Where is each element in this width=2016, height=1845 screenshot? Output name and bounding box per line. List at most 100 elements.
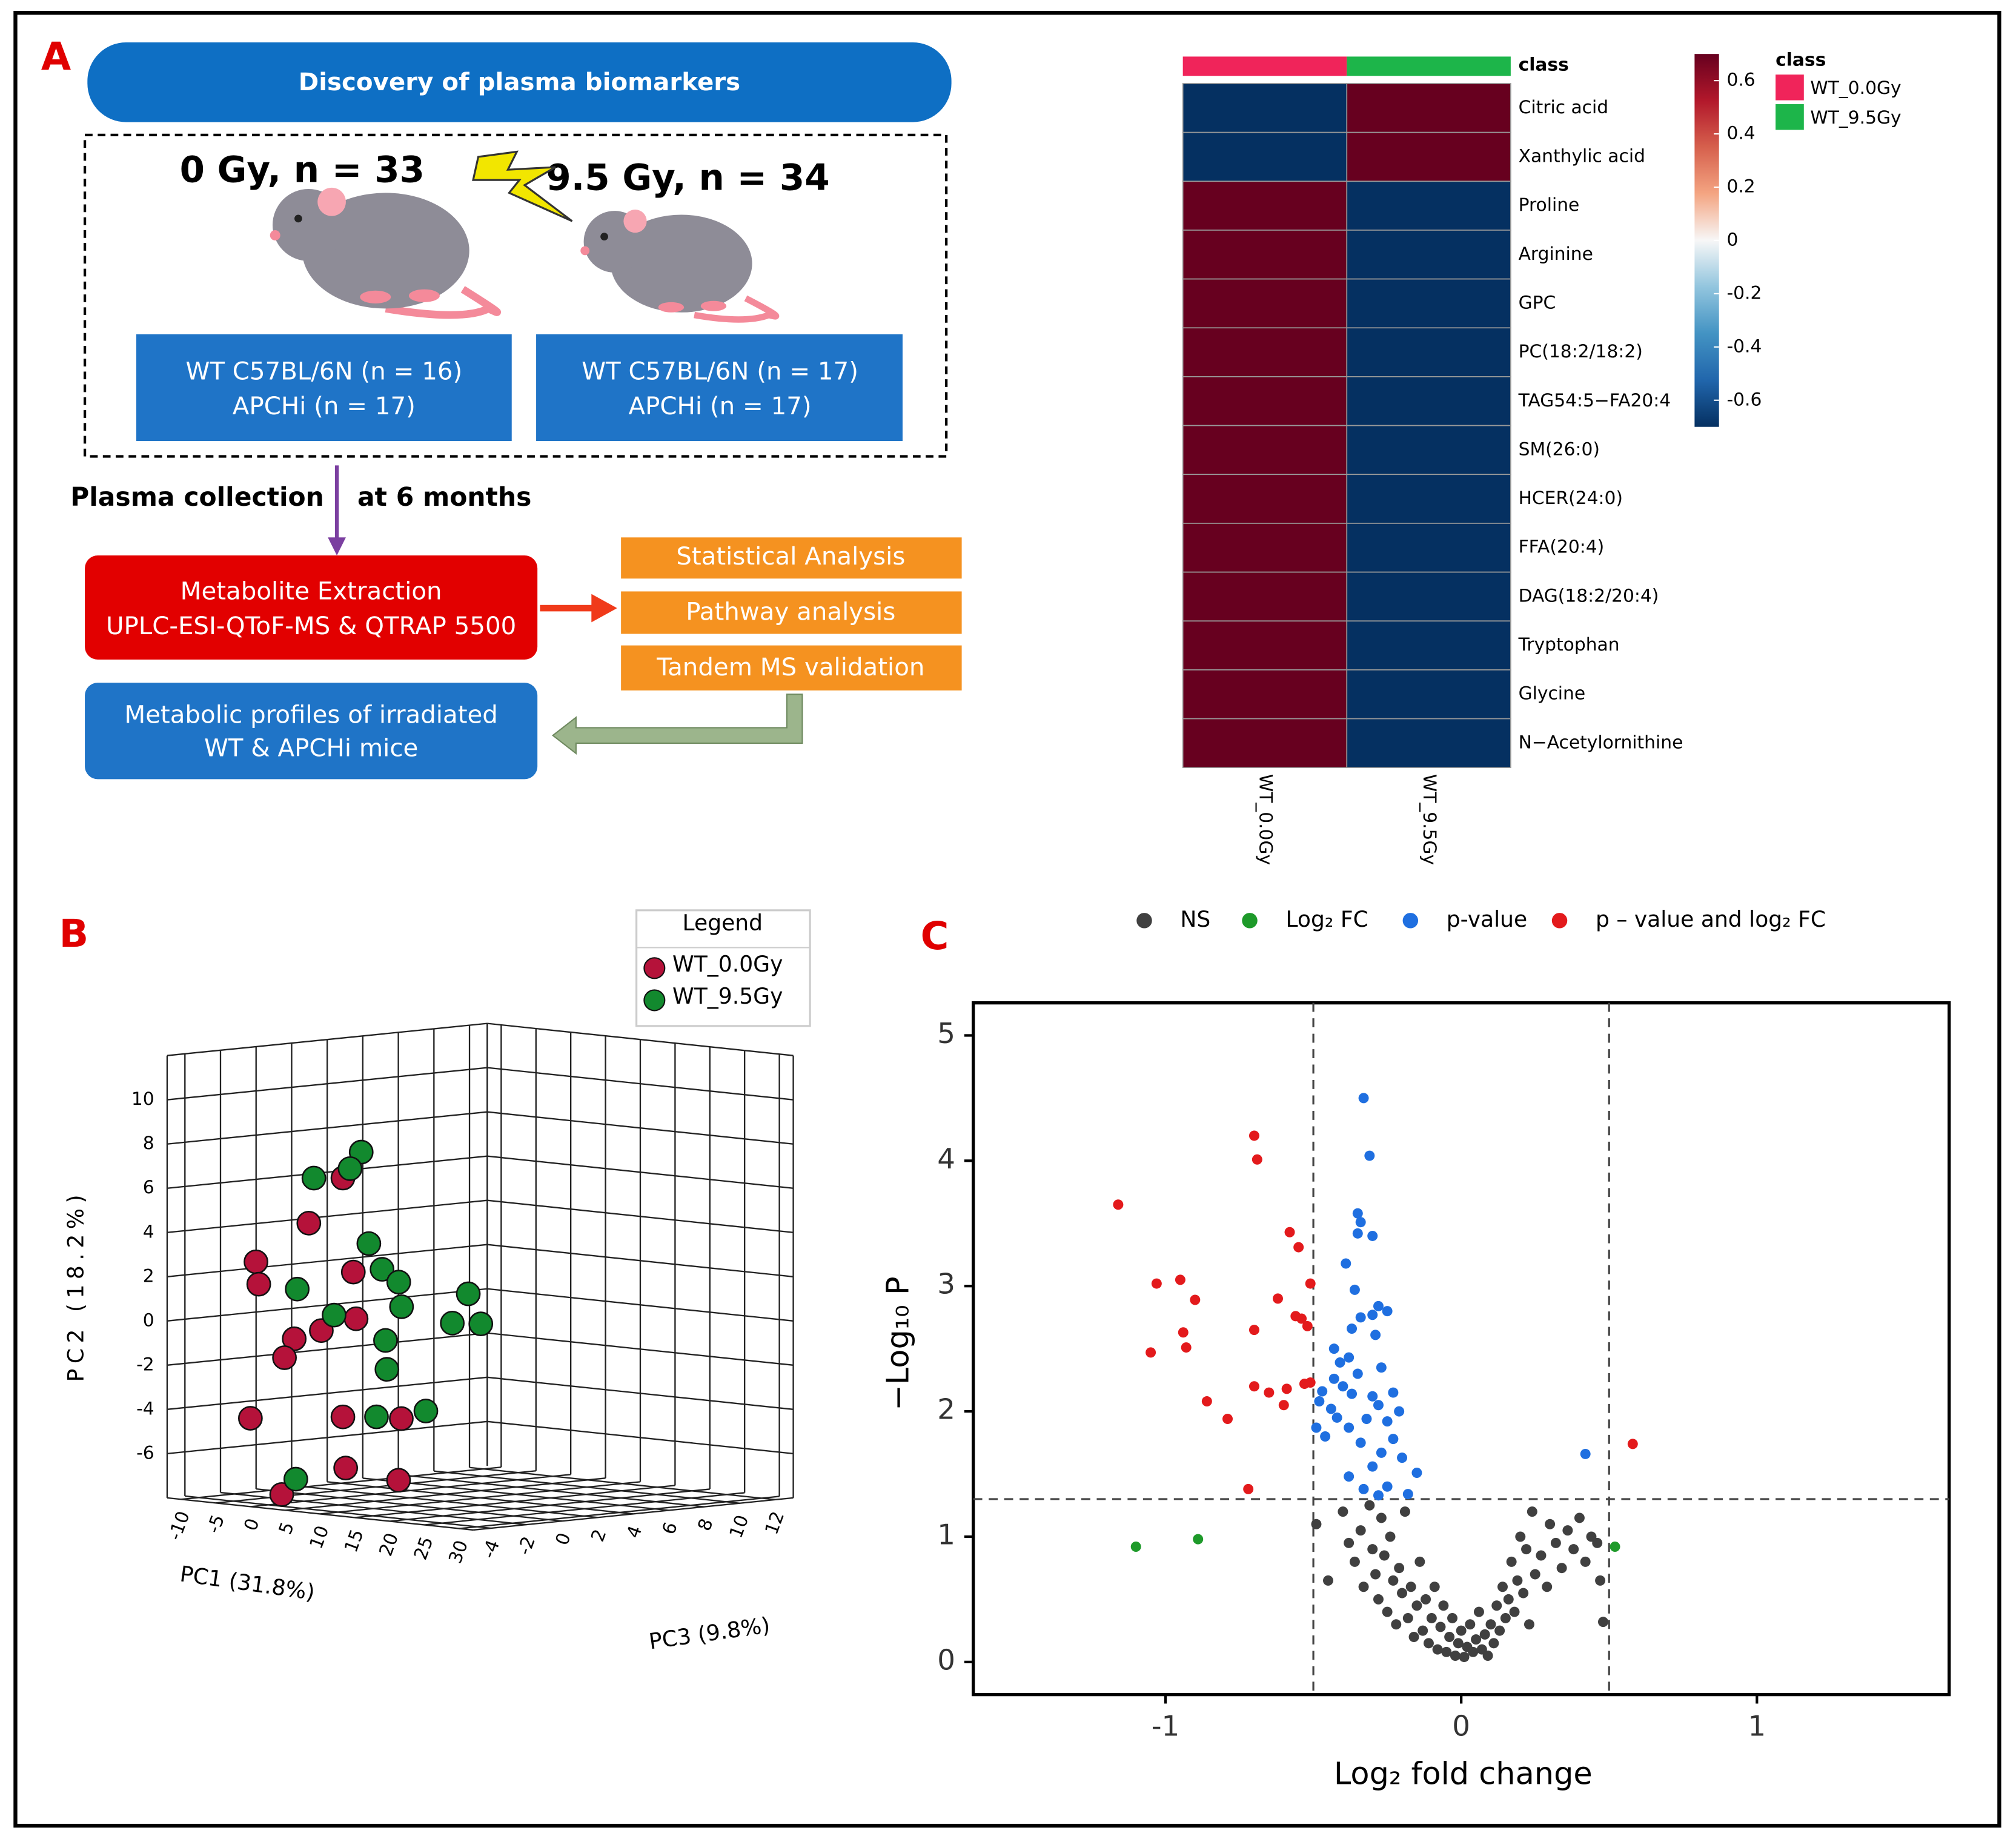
- point: [1367, 1544, 1378, 1555]
- point: [1450, 1651, 1461, 1661]
- point: [1344, 1471, 1354, 1482]
- point: [1376, 1447, 1387, 1458]
- class-bar: [1347, 56, 1511, 76]
- point: [1370, 1330, 1381, 1340]
- point: [1317, 1386, 1328, 1397]
- group-box: [83, 133, 948, 458]
- point: [364, 1404, 389, 1429]
- diagram-title: Discovery of plasma biomarkers: [299, 68, 740, 96]
- point: [1323, 1575, 1333, 1586]
- point: [1305, 1278, 1316, 1289]
- step-box: [85, 555, 538, 660]
- x-tick-label: 1: [1748, 1710, 1766, 1743]
- point: [1349, 1556, 1360, 1567]
- row-label: SM(26:0): [1519, 439, 1600, 460]
- grid-line: [487, 1244, 794, 1277]
- x-tick-label: 30: [445, 1537, 472, 1566]
- step-text: UPLC-ESI-QToF-MS & QTRAP 5500: [106, 612, 516, 640]
- point: [1473, 1606, 1484, 1617]
- step-box: [621, 591, 962, 634]
- point: [1201, 1396, 1212, 1407]
- point: [1411, 1600, 1422, 1611]
- point: [1444, 1631, 1455, 1642]
- legend-label: NS: [1180, 907, 1210, 932]
- point: [1479, 1629, 1490, 1640]
- heat-cell: [1346, 620, 1511, 671]
- step-box: [621, 537, 962, 579]
- point: [1595, 1575, 1606, 1586]
- point: [1376, 1362, 1387, 1373]
- point: [456, 1281, 481, 1307]
- point: [1379, 1550, 1390, 1561]
- cohort-text: WT C57BL/6N (n = 17): [582, 357, 858, 386]
- point: [1193, 1534, 1204, 1545]
- point: [1580, 1448, 1591, 1459]
- point: [1468, 1646, 1479, 1657]
- heat-cell: [1346, 376, 1511, 426]
- heat-cell: [1346, 523, 1511, 573]
- group-label: 9.5 Gy, n = 34: [546, 157, 829, 199]
- legend-marker: [1242, 913, 1258, 929]
- grid-line: [487, 1376, 794, 1411]
- legend-title: class: [1776, 49, 1826, 70]
- row-label: Citric acid: [1519, 97, 1609, 118]
- grid-line: [167, 1199, 488, 1233]
- point: [1367, 1461, 1378, 1472]
- group-label: 0 Gy, n = 33: [180, 150, 425, 191]
- point: [1364, 1150, 1375, 1161]
- step-text: Metabolite Extraction: [181, 577, 442, 606]
- point: [1382, 1416, 1393, 1427]
- point: [1408, 1631, 1419, 1642]
- x-tick-label: 10: [306, 1523, 334, 1551]
- x-tick-label: 0: [240, 1515, 264, 1534]
- legend-label: Log₂ FC: [1285, 907, 1368, 932]
- y-axis-label: PC2 (18.2%): [63, 1190, 88, 1382]
- point: [386, 1468, 411, 1493]
- heat-cell: [1346, 474, 1511, 524]
- heat-cell: [1182, 181, 1348, 231]
- point: [1284, 1227, 1295, 1237]
- point: [343, 1306, 369, 1331]
- point: [237, 1406, 263, 1431]
- point: [1264, 1387, 1275, 1398]
- z-tick-label: -2: [514, 1534, 540, 1558]
- point: [1518, 1588, 1529, 1598]
- y-tick-label: 0: [143, 1310, 154, 1331]
- legend-marker: [643, 957, 666, 979]
- grid-line: [216, 1470, 536, 1504]
- grid-line: [354, 1485, 675, 1519]
- point: [1388, 1387, 1399, 1398]
- point: [1524, 1619, 1534, 1630]
- column-label: WT_0.0Gy: [1255, 774, 1276, 865]
- point: [373, 1328, 398, 1353]
- point: [285, 1276, 310, 1302]
- z-tick-label: 4: [623, 1523, 646, 1541]
- heat-cell: [1182, 278, 1348, 329]
- point: [1597, 1617, 1608, 1628]
- y-tick-label: 2: [143, 1265, 154, 1287]
- x-tick-label: 0: [1452, 1710, 1470, 1743]
- point: [1311, 1422, 1322, 1433]
- point: [1456, 1625, 1467, 1636]
- point: [1373, 1594, 1384, 1605]
- point: [1574, 1512, 1585, 1523]
- heat-cell: [1346, 181, 1511, 231]
- point: [1627, 1439, 1638, 1449]
- legend-marker: [1402, 913, 1419, 929]
- point: [1352, 1228, 1363, 1239]
- plot-frame: [972, 1001, 1951, 1697]
- point: [1222, 1414, 1233, 1425]
- point: [413, 1399, 439, 1423]
- point: [244, 1249, 268, 1274]
- grid-line: [167, 1332, 488, 1366]
- point: [1418, 1625, 1428, 1636]
- z-tick-label: 12: [761, 1509, 789, 1537]
- point: [1447, 1612, 1458, 1623]
- point: [333, 1456, 359, 1481]
- heat-cell: [1346, 327, 1511, 377]
- legend-label: WT_0.0Gy: [672, 952, 783, 977]
- point: [1491, 1600, 1502, 1611]
- y-tick-label: 8: [143, 1133, 154, 1154]
- point: [301, 1165, 327, 1191]
- y-tick-label: 6: [143, 1177, 154, 1198]
